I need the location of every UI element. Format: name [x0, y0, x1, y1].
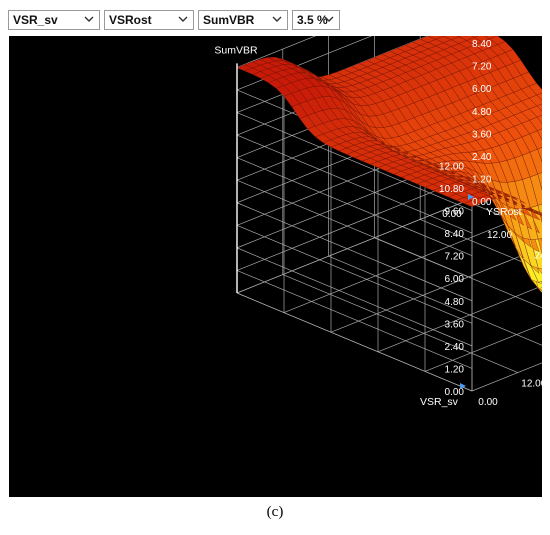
y-axis-select-value: VSRost [109, 13, 152, 27]
z-axis-select-value: SumVBR [203, 13, 255, 27]
tolerance-select[interactable]: 3.5 % [292, 10, 340, 30]
grid-line [236, 134, 473, 234]
label-layer: 0.00 1.20 2.40 3.60 4.80 6.00 7.20 8.40 9.60 10.8… [214, 39, 542, 408]
x-tick-label: 12.00 [487, 230, 512, 241]
x-axis-select[interactable]: VSR_sv [8, 10, 100, 30]
grid-line [283, 220, 514, 313]
chevron-down-icon [324, 16, 334, 22]
surface-layer [236, 36, 542, 293]
x-tick-label: 0.00 [442, 209, 462, 220]
y-axis-arrow-icon [468, 194, 474, 200]
z-tick-label-left: 1.20 [445, 364, 465, 375]
z-tick-label-right: 4.80 [472, 107, 492, 118]
grid-line [236, 270, 473, 369]
chevron-down-icon [272, 16, 282, 22]
grid-line [328, 255, 542, 346]
grid-line [236, 157, 473, 256]
grid-line [236, 178, 467, 271]
y-axis-select[interactable]: VSRost [104, 10, 194, 30]
grid-line [374, 237, 542, 309]
x-axis-arrow-icon [460, 383, 466, 389]
z-tick-label-left: 0.00 [445, 387, 465, 398]
z-tick-label-right: 7.20 [472, 62, 492, 73]
figure-caption: (c) [266, 504, 284, 520]
surface-plot[interactable]: 0.00 1.20 2.40 3.60 4.80 6.00 7.20 8.40 9.60 10.8… [9, 36, 542, 497]
surface-cell [536, 114, 542, 125]
grid-line [424, 324, 542, 372]
x-axis-select-value: VSR_sv [13, 13, 58, 27]
z-tick-label-right: 8.40 [472, 39, 492, 50]
z-tick-label-left: 12.00 [439, 161, 464, 172]
z-tick-label-left: 9.60 [445, 207, 465, 218]
y-tick-label: 12.00 [521, 379, 542, 390]
z-axis-select[interactable]: SumVBR [198, 10, 288, 30]
grid-layer [236, 36, 542, 392]
y-tick-label: 0.00 [478, 397, 498, 408]
tolerance-select-value: 3.5 % [297, 13, 328, 27]
z-tick-label-right: 3.60 [472, 129, 492, 140]
surface-chart: 0.00 1.20 2.40 3.60 4.80 6.00 7.20 8.40 9.60 10.8… [214, 36, 542, 408]
z-tick-label-left: 7.20 [445, 252, 465, 263]
surface-cell [236, 64, 254, 72]
z-tick-label-left: 8.40 [445, 229, 465, 240]
z-tick-label-right: 2.40 [472, 152, 492, 163]
z-axis-label: SumVBR [214, 44, 258, 56]
grid-line [236, 202, 473, 302]
z-tick-label-left: 3.60 [445, 319, 465, 330]
z-tick-label-right: 0.00 [472, 197, 492, 208]
grid-line [236, 200, 467, 294]
grid-line [282, 274, 518, 373]
chevron-down-icon [178, 16, 188, 22]
chevron-down-icon [84, 16, 94, 22]
grid-line [236, 292, 473, 392]
x-tick-label: 24.00 [534, 251, 542, 262]
z-tick-label-right: 6.00 [472, 84, 492, 95]
grid-line [377, 285, 542, 353]
x-axis-label: VSR_sv [420, 396, 459, 408]
z-tick-label-left: 2.40 [445, 342, 465, 353]
grid-line [236, 247, 473, 347]
z-tick-label-left: 10.80 [439, 184, 464, 195]
grid-line [236, 36, 317, 68]
grid-line [236, 224, 473, 324]
z-tick-label-left: 6.00 [445, 274, 465, 285]
grid-line [236, 112, 473, 211]
z-tick-label-right: 1.20 [472, 174, 492, 185]
z-tick-label-left: 4.80 [445, 297, 465, 308]
grid-line [471, 362, 542, 392]
y-axis-label: YSRost [486, 206, 522, 218]
